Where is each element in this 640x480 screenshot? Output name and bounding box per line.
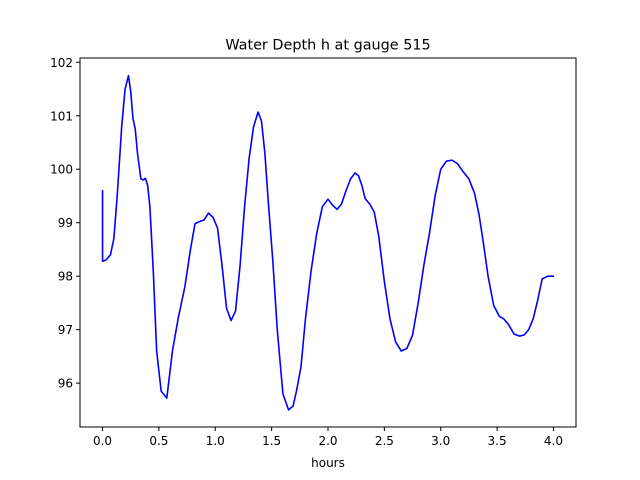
chart-title: Water Depth h at gauge 515 [225, 38, 430, 54]
x-tick-label: 2.5 [375, 434, 394, 448]
axes: 0.0 0.5 1.0 1.5 2.0 2.5 3.0 3.5 4.0 96 97 98 99 100 10… [50, 56, 577, 448]
x-tick-label: 0.0 [93, 434, 112, 448]
y-tick-label: 101 [50, 109, 73, 123]
x-tick-label: 4.0 [544, 434, 563, 448]
y-tick-label: 97 [58, 323, 73, 337]
y-tick-label: 98 [58, 270, 73, 284]
y-tick-label: 96 [58, 377, 73, 391]
x-tick-label: 0.5 [149, 434, 168, 448]
series-line-0 [101, 74, 555, 411]
x-axis-label: hours [311, 456, 345, 470]
x-tick-label: 2.0 [318, 434, 337, 448]
y-tick-label: 102 [50, 56, 73, 70]
x-tick-label: 3.5 [488, 434, 507, 448]
x-tick-label: 3.0 [431, 434, 450, 448]
y-tick-label: 99 [58, 216, 73, 230]
x-tick-label: 1.0 [206, 434, 225, 448]
plot-area [101, 74, 555, 411]
y-tick-label: 100 [50, 163, 73, 177]
x-tick-label: 1.5 [262, 434, 281, 448]
